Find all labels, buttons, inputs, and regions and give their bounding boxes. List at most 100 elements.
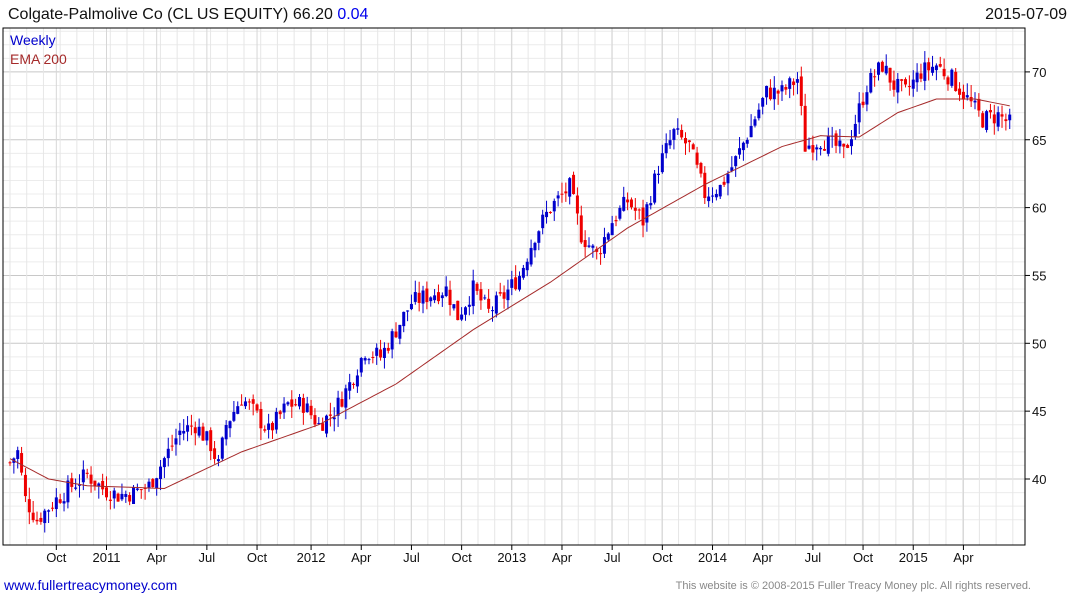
x-tick-label: Oct	[452, 550, 473, 565]
candle-body	[35, 519, 39, 522]
candle-body	[170, 445, 174, 447]
x-tick-label: 2013	[497, 550, 526, 565]
candle-body	[888, 67, 892, 83]
candle-body	[494, 295, 498, 314]
candle-body	[116, 493, 120, 502]
candle-body	[931, 66, 935, 73]
candle-body	[240, 404, 244, 406]
y-tick-label: 55	[1032, 268, 1046, 283]
candle-body	[236, 406, 240, 414]
candle-body	[923, 62, 927, 81]
x-tick-label: 2014	[698, 550, 727, 565]
candle-body	[274, 411, 278, 430]
x-tick-label: Apr	[147, 550, 168, 565]
candle-body	[471, 280, 475, 307]
website-link[interactable]: www.fullertreacymoney.com	[4, 577, 178, 593]
x-tick-label: Apr	[552, 550, 573, 565]
plot-frame	[2, 27, 1026, 546]
candle-body	[479, 289, 483, 301]
candle-body	[213, 448, 217, 459]
candle-body	[965, 95, 969, 98]
candle-body	[907, 86, 911, 88]
x-tick-label: Jul	[199, 550, 216, 565]
candle-body	[533, 242, 537, 251]
candle-body	[900, 79, 904, 81]
candle-body	[124, 494, 128, 497]
x-tick-label: Apr	[753, 550, 774, 565]
ema-200-line	[9, 98, 1010, 490]
candle-body	[425, 288, 429, 303]
candle-body	[259, 408, 263, 429]
x-tick-label: 2012	[297, 550, 326, 565]
candle-body	[506, 289, 510, 301]
candle-body	[815, 147, 819, 150]
candle-body	[849, 139, 853, 147]
candle-body	[309, 405, 313, 416]
candle-body	[243, 401, 247, 407]
x-tick-label: 2015	[899, 550, 928, 565]
candle-body	[572, 174, 576, 195]
candle-body	[20, 453, 24, 473]
candle-body	[637, 209, 641, 211]
candle-body	[541, 214, 545, 229]
candle-body	[224, 425, 228, 440]
candle-body	[54, 497, 58, 510]
candle-body	[375, 347, 379, 356]
candle-body	[101, 480, 105, 490]
candle-body	[406, 310, 410, 312]
candle-body	[394, 331, 398, 338]
candle-body	[294, 404, 298, 406]
candle-body	[622, 196, 626, 211]
candle-body	[402, 311, 406, 327]
candle-body	[305, 403, 309, 413]
candle-body	[718, 184, 722, 197]
candle-body	[290, 399, 294, 407]
candle-body	[371, 356, 375, 358]
candle-body	[807, 145, 811, 149]
candle-body	[811, 145, 815, 153]
candle-body	[460, 314, 464, 320]
candle-body	[390, 331, 394, 350]
candle-body	[521, 267, 525, 278]
candle-body	[869, 72, 873, 93]
y-tick-label: 40	[1032, 472, 1046, 487]
candle-body	[166, 448, 170, 459]
candle-body	[31, 512, 35, 521]
candle-body	[699, 163, 703, 174]
candle-body	[703, 172, 707, 199]
candle-body	[159, 466, 163, 480]
candle-body	[556, 195, 560, 199]
candle-body	[186, 425, 190, 432]
candle-body	[880, 61, 884, 72]
candle-body	[444, 286, 448, 297]
candle-body	[672, 129, 676, 140]
candle-body	[340, 399, 344, 407]
candle-body	[120, 493, 124, 500]
candle-body	[772, 87, 776, 100]
candle-body	[467, 304, 471, 307]
candle-body	[857, 103, 861, 123]
candle-body	[973, 100, 977, 103]
candle-body	[768, 87, 772, 100]
candle-body	[676, 128, 680, 130]
candle-body	[629, 199, 633, 208]
candle-body	[228, 421, 232, 429]
candle-body	[363, 358, 367, 361]
candle-body	[216, 459, 220, 462]
candle-body	[938, 64, 942, 67]
y-tick-label: 45	[1032, 404, 1046, 419]
candle-body	[379, 349, 383, 358]
candle-body	[599, 253, 603, 255]
candle-body	[255, 404, 259, 411]
candle-body	[50, 507, 54, 509]
candle-body	[475, 283, 479, 291]
candle-body	[1000, 114, 1004, 117]
candle-body	[633, 207, 637, 211]
candle-body	[325, 415, 329, 434]
candle-body	[263, 429, 267, 431]
candle-body	[958, 88, 962, 95]
candle-body	[417, 292, 421, 303]
copyright-text: This website is © 2008-2015 Fuller Treac…	[675, 580, 1031, 592]
candle-body	[155, 478, 159, 489]
candle-body	[904, 79, 908, 85]
